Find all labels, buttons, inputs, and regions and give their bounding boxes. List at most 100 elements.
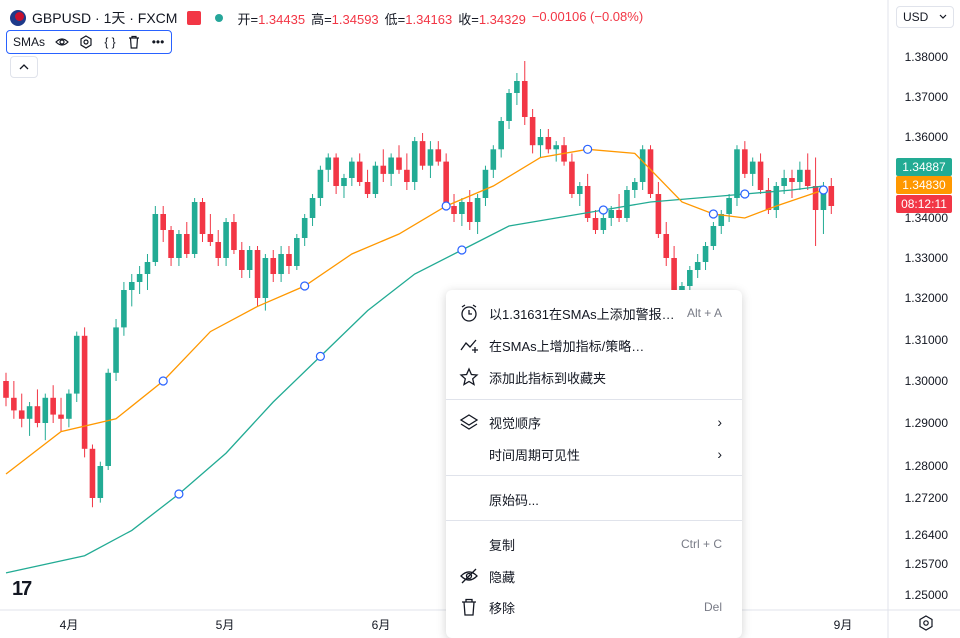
price-tick-label: 1.37000 bbox=[904, 90, 948, 104]
candle-body bbox=[482, 169, 489, 198]
menu-item-label: 添加此指标到收藏夹 bbox=[489, 370, 607, 386]
indicator-name[interactable]: SMAs bbox=[13, 35, 46, 49]
candle-body bbox=[113, 327, 119, 373]
menu-item-copy[interactable]: 复制 Ctrl + C bbox=[446, 529, 742, 559]
candle-body bbox=[718, 214, 725, 226]
sma-handle[interactable] bbox=[583, 144, 593, 154]
candle-series bbox=[3, 61, 835, 508]
menu-item-add-alert[interactable]: 以1.31631在SMAs上添加警报… Alt + A bbox=[446, 298, 742, 328]
tradingview-logo[interactable]: 17 bbox=[12, 578, 32, 600]
candle-body bbox=[270, 258, 277, 274]
candle-body bbox=[529, 117, 536, 146]
candle-body bbox=[679, 286, 685, 290]
sma-handle[interactable] bbox=[174, 489, 184, 499]
settings-icon[interactable] bbox=[79, 35, 93, 49]
candle-body bbox=[797, 169, 803, 182]
menu-item-timeframe-visibility[interactable]: 时间周期可见性 › bbox=[446, 439, 742, 469]
menu-item-shortcut: Del bbox=[703, 600, 722, 614]
candle-body bbox=[506, 93, 512, 121]
candle-body bbox=[372, 165, 379, 194]
collapse-legend-button[interactable] bbox=[10, 56, 38, 78]
candle-body bbox=[3, 381, 9, 398]
candle-body bbox=[364, 182, 371, 194]
menu-item-remove[interactable]: 移除 Del bbox=[446, 592, 742, 622]
sma-handle[interactable] bbox=[740, 189, 750, 199]
time-label-jun: 6月 bbox=[371, 618, 391, 632]
candle-body bbox=[152, 214, 159, 262]
low-label: 低= bbox=[384, 11, 406, 27]
menu-separator bbox=[446, 475, 742, 476]
candle-body bbox=[474, 198, 481, 222]
candle-body bbox=[608, 210, 615, 218]
gbp-flag-icon bbox=[10, 10, 26, 26]
star-icon bbox=[458, 366, 480, 388]
source-code-icon[interactable]: { } bbox=[104, 35, 116, 49]
candle-body bbox=[600, 218, 607, 230]
menu-item-label: 移除 bbox=[489, 600, 516, 616]
menu-separator bbox=[446, 399, 742, 400]
trash-icon bbox=[458, 596, 480, 618]
menu-item-source-code[interactable]: 原始码... bbox=[446, 484, 742, 514]
menu-item-label: 在SMAs上增加指标/策略… bbox=[489, 338, 645, 354]
candle-body bbox=[742, 149, 748, 174]
price-tick-label: 1.30000 bbox=[904, 374, 948, 388]
candle-body bbox=[18, 410, 25, 419]
candle-body bbox=[254, 250, 261, 298]
candle-body bbox=[121, 290, 127, 328]
menu-item-add-indicator[interactable]: 在SMAs上增加指标/策略… bbox=[446, 330, 742, 360]
indicator-add-icon bbox=[458, 334, 480, 356]
candle-body bbox=[812, 186, 819, 210]
high-value: 1.34593 bbox=[331, 11, 379, 27]
sma-handle[interactable] bbox=[457, 245, 467, 255]
indicator-legend[interactable]: SMAs { } ••• bbox=[6, 30, 173, 54]
candle-body bbox=[89, 448, 96, 498]
eye-icon[interactable] bbox=[55, 35, 69, 49]
menu-item-visual-order[interactable]: 视觉顺序 › bbox=[446, 407, 742, 437]
time-label-apr: 4月 bbox=[59, 618, 79, 632]
menu-item-shortcut: Ctrl + C bbox=[680, 537, 722, 551]
candle-body bbox=[136, 274, 143, 282]
sma-handle[interactable] bbox=[818, 185, 829, 195]
price-tick-label: 1.28000 bbox=[904, 459, 948, 473]
menu-item-hide[interactable]: 隐藏 bbox=[446, 561, 742, 591]
candle-body bbox=[451, 206, 457, 214]
eye-off-icon bbox=[458, 565, 480, 587]
candle-body bbox=[199, 202, 206, 234]
trash-icon[interactable] bbox=[127, 35, 141, 49]
currency-select[interactable]: USD bbox=[896, 6, 954, 28]
candle-body bbox=[734, 149, 740, 198]
candle-body bbox=[42, 397, 49, 423]
candle-body bbox=[239, 250, 245, 270]
candle-body bbox=[404, 169, 410, 182]
candle-body bbox=[11, 397, 17, 411]
candle-body bbox=[514, 81, 520, 93]
candle-body bbox=[262, 258, 269, 298]
candle-body bbox=[144, 262, 151, 274]
candle-body bbox=[325, 157, 332, 170]
candle-body bbox=[356, 161, 363, 182]
chevron-right-icon: › bbox=[717, 414, 722, 430]
symbol-title[interactable]: GBPUSD · 1天 · FXCM bbox=[32, 10, 178, 26]
flag-tag-icon[interactable] bbox=[187, 11, 202, 25]
candle-body bbox=[105, 372, 111, 466]
chevron-right-icon: › bbox=[717, 446, 722, 462]
sma-handle[interactable] bbox=[158, 376, 168, 386]
sma-handle[interactable] bbox=[598, 205, 608, 215]
sma-slow-line[interactable] bbox=[5, 185, 824, 574]
menu-item-add-favorite[interactable]: 添加此指标到收藏夹 bbox=[446, 362, 742, 392]
candle-body bbox=[411, 141, 418, 182]
more-icon[interactable]: ••• bbox=[151, 35, 165, 49]
sma-handle[interactable] bbox=[441, 201, 451, 211]
gear-icon[interactable] bbox=[918, 615, 934, 631]
candle-body bbox=[34, 406, 41, 423]
candle-body bbox=[301, 218, 308, 238]
sma-handle[interactable] bbox=[300, 281, 310, 291]
ohlc-values: 开=1.34435 高=1.34593 低=1.34163 收=1.34329 … bbox=[237, 9, 643, 28]
open-label: 开= bbox=[237, 11, 259, 27]
currency-label: USD bbox=[903, 10, 929, 24]
sma-handle[interactable] bbox=[708, 209, 719, 219]
candle-body bbox=[490, 149, 497, 170]
sma-handle[interactable] bbox=[315, 351, 325, 361]
candle-body bbox=[396, 157, 402, 170]
